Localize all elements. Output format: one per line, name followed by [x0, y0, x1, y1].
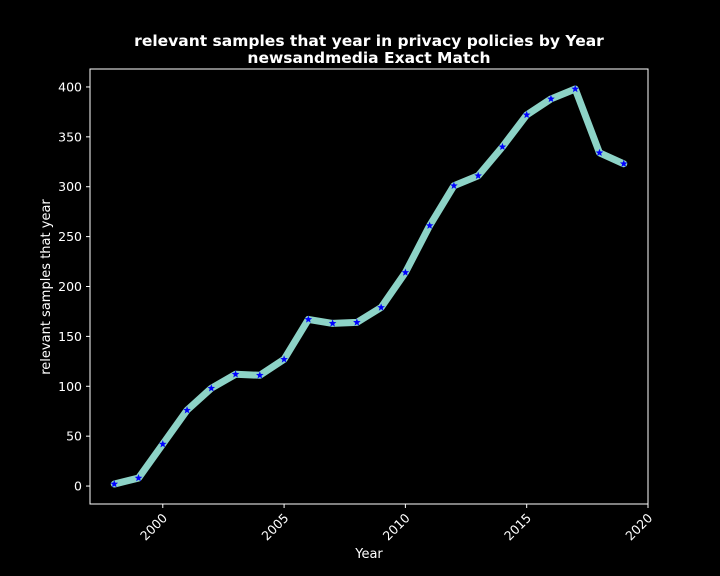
y-axis-label: relevant samples that year [39, 199, 54, 375]
data-point-marker [425, 221, 434, 229]
series-line [110, 85, 628, 488]
data-point-marker [474, 171, 482, 179]
data-point-marker [134, 474, 143, 482]
data-point-marker [280, 355, 288, 363]
y-tick-label: 400 [58, 79, 82, 94]
data-point-marker [498, 142, 507, 151]
data-point-marker [304, 315, 313, 323]
y-tick-label: 350 [58, 129, 82, 144]
plot-area [110, 84, 628, 488]
y-tick-label: 150 [58, 329, 82, 344]
data-point-marker [183, 406, 191, 414]
data-point-marker [110, 480, 119, 488]
x-axis-label: Year [354, 547, 383, 562]
y-axis: 0 50 100 150 200 250 300 350 400 [58, 79, 90, 494]
plot-frame [89, 68, 649, 505]
chart-title: relevant samples that year in privacy po… [134, 32, 604, 50]
x-tick-label: 2005 [258, 510, 291, 543]
chart-subtitle: newsandmedia Exact Match [247, 49, 490, 67]
x-tick-label: 2010 [380, 510, 413, 543]
x-tick-label: 2000 [137, 510, 170, 543]
y-tick-label: 0 [74, 479, 82, 494]
data-point-marker [522, 110, 531, 119]
x-tick-label: 2015 [501, 510, 534, 543]
data-point-marker [231, 370, 240, 378]
y-tick-label: 250 [58, 229, 82, 244]
data-point-marker [256, 371, 264, 379]
data-point-marker [207, 384, 216, 392]
y-tick-label: 200 [58, 279, 82, 294]
x-axis: 2000 2005 2010 2015 2020 [137, 504, 655, 543]
y-tick-label: 300 [58, 179, 82, 194]
data-point-marker [619, 159, 628, 168]
data-point-marker [353, 318, 361, 326]
y-tick-label: 100 [58, 379, 82, 394]
x-tick-label: 2020 [622, 510, 655, 543]
data-point-marker [158, 440, 167, 448]
data-point-marker [401, 268, 410, 276]
data-point-marker [377, 303, 385, 311]
data-point-marker [328, 319, 337, 327]
data-point-marker [571, 84, 580, 93]
data-point-marker [547, 94, 555, 103]
data-point-marker [595, 148, 604, 157]
data-point-marker [450, 181, 458, 189]
y-tick-label: 50 [66, 429, 82, 444]
